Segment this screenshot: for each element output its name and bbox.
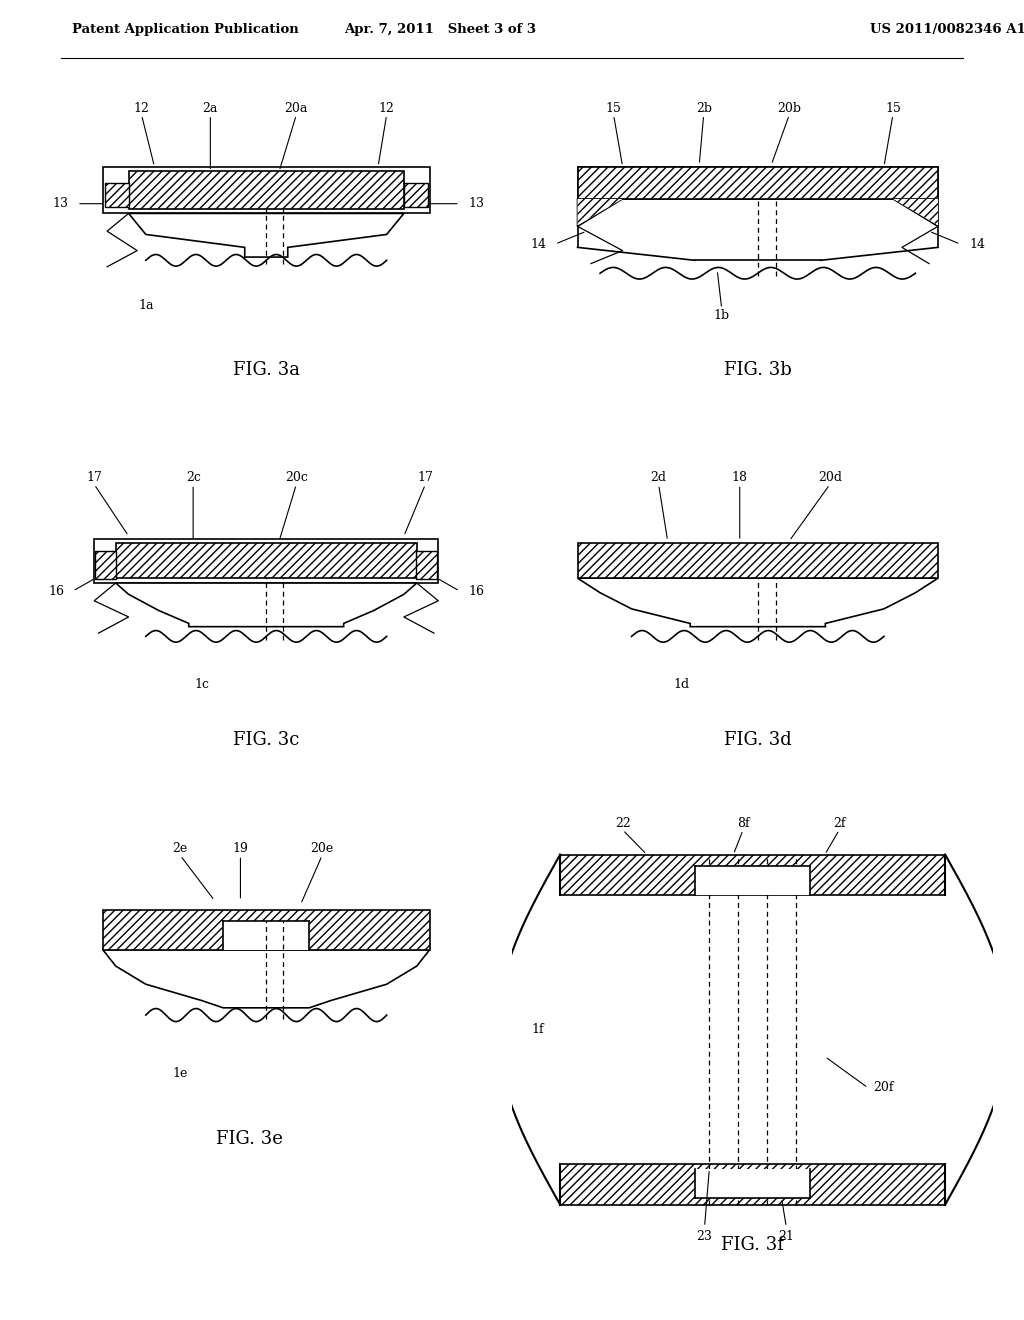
Text: FIG. 3a: FIG. 3a: [232, 362, 300, 379]
Polygon shape: [578, 578, 938, 627]
Bar: [116, 543, 417, 578]
Text: 1c: 1c: [195, 678, 209, 692]
Text: FIG. 3d: FIG. 3d: [724, 731, 792, 748]
Bar: [578, 543, 938, 578]
Text: 1a: 1a: [138, 300, 154, 312]
Text: FIG. 3f: FIG. 3f: [721, 1236, 784, 1254]
Bar: [105, 182, 129, 207]
Text: 1b: 1b: [714, 309, 730, 322]
Text: 12: 12: [133, 102, 150, 115]
Text: Apr. 7, 2011   Sheet 3 of 3: Apr. 7, 2011 Sheet 3 of 3: [344, 22, 537, 36]
Polygon shape: [893, 199, 938, 226]
Bar: [578, 166, 938, 199]
Text: 2d: 2d: [650, 471, 667, 484]
Polygon shape: [893, 199, 938, 226]
Bar: [695, 866, 810, 895]
Text: 13: 13: [468, 197, 484, 210]
Text: 15: 15: [885, 102, 901, 115]
Text: 14: 14: [530, 238, 546, 251]
Text: 22: 22: [614, 817, 631, 830]
Text: FIG. 3e: FIG. 3e: [216, 1130, 283, 1147]
Text: 18: 18: [732, 471, 748, 484]
Bar: [560, 1164, 945, 1205]
Text: 2f: 2f: [833, 817, 846, 830]
Polygon shape: [129, 214, 403, 257]
Bar: [403, 182, 428, 207]
Bar: [223, 921, 309, 950]
Text: FIG. 3b: FIG. 3b: [724, 362, 792, 379]
Text: 2e: 2e: [173, 842, 187, 854]
Text: 12: 12: [379, 102, 394, 115]
Text: 16: 16: [48, 585, 65, 598]
Text: 20b: 20b: [777, 102, 802, 115]
Text: 2c: 2c: [185, 471, 201, 484]
Text: US 2011/0082346 A1: US 2011/0082346 A1: [870, 22, 1024, 36]
Bar: [102, 170, 430, 242]
Polygon shape: [102, 950, 430, 1008]
Text: 20e: 20e: [310, 842, 334, 854]
Text: 1f: 1f: [531, 1023, 544, 1036]
Text: 16: 16: [468, 585, 484, 598]
Polygon shape: [116, 583, 417, 627]
Text: 17: 17: [86, 471, 102, 484]
Text: 14: 14: [970, 238, 985, 251]
Text: 21: 21: [778, 1229, 795, 1242]
Text: 1d: 1d: [673, 678, 689, 692]
Text: 20a: 20a: [285, 102, 308, 115]
Text: 2a: 2a: [203, 102, 218, 115]
Bar: [94, 540, 438, 583]
Bar: [417, 552, 437, 578]
Polygon shape: [578, 199, 623, 226]
Bar: [102, 909, 430, 950]
Text: 2b: 2b: [695, 102, 712, 115]
Bar: [578, 166, 938, 199]
Text: 8f: 8f: [736, 817, 750, 830]
Text: 13: 13: [52, 197, 69, 210]
Bar: [695, 1168, 810, 1199]
Bar: [102, 166, 430, 214]
Bar: [95, 552, 116, 578]
Text: 19: 19: [232, 842, 249, 854]
Bar: [560, 854, 945, 895]
Text: Patent Application Publication: Patent Application Publication: [72, 22, 298, 36]
Text: 20d: 20d: [818, 471, 842, 484]
Text: 20c: 20c: [285, 471, 308, 484]
Text: 23: 23: [696, 1229, 713, 1242]
Bar: [129, 172, 403, 209]
Text: FIG. 3c: FIG. 3c: [233, 731, 299, 748]
Text: 20f: 20f: [872, 1081, 894, 1094]
Text: 17: 17: [418, 471, 433, 484]
Text: 15: 15: [605, 102, 622, 115]
Polygon shape: [578, 199, 623, 226]
Text: 1e: 1e: [172, 1067, 188, 1080]
